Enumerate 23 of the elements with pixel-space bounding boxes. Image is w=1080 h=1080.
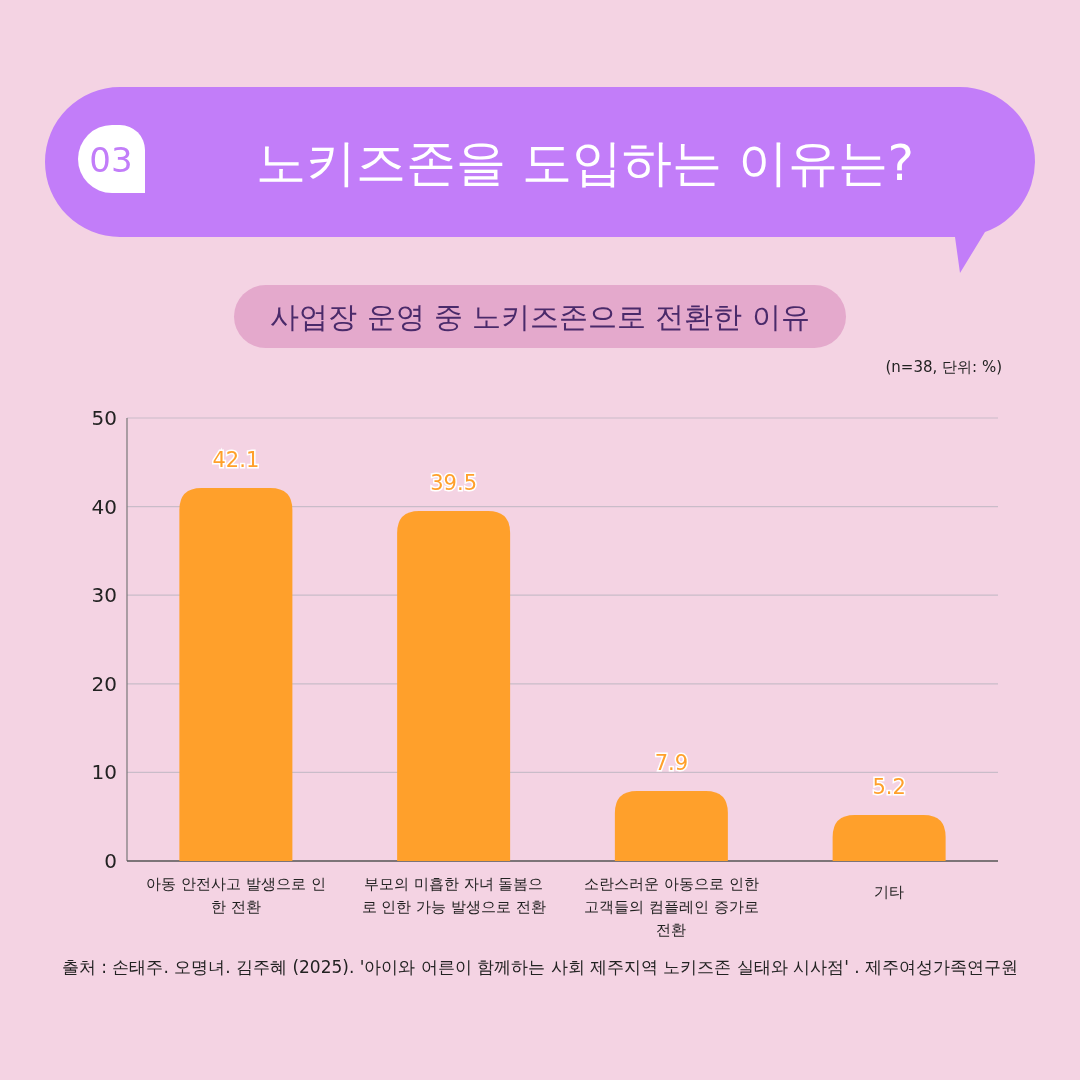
bar <box>832 814 946 861</box>
x-tick-label: 부모의 미흡한 자녀 돌봄으로 인한 가능 발생으로 전환 <box>361 875 546 916</box>
y-tick-label: 10 <box>91 760 117 785</box>
text: 03 <box>89 140 133 180</box>
y-tick-label: 30 <box>91 583 117 608</box>
source-note: 출처 : 손태주. 오명녀. 김주혜 (2025). '아이와 어른이 함께하는 사회 제주지역 노키즈존 실태와 시사점' . 제주여성가족연구원 <box>61 957 1019 977</box>
y-tick-label: 0 <box>104 849 117 873</box>
chart-subtitle: 사업장 운영 중 노키즈존으로 전환한 이유 <box>270 300 810 334</box>
data-label: 7.9 <box>654 751 689 776</box>
data-label: 42.1 <box>212 447 260 472</box>
bar <box>179 487 293 861</box>
data-label: 39.5 <box>430 471 478 496</box>
y-tick-label: 50 <box>91 406 117 430</box>
bar <box>397 511 511 861</box>
y-tick-label: 20 <box>91 671 117 696</box>
x-tick-label: 소란스러운 아동으로 인한 고객들의 컴플레인 증가로 전환 <box>584 875 759 939</box>
y-tick-label: 40 <box>91 494 117 519</box>
x-tick-label: 아동 안전사고 발생으로 인한 전환 <box>146 875 326 916</box>
x-tick-label: 기타 <box>874 883 905 901</box>
chart-title: 노키즈존을 도입하는 이유는? <box>255 134 915 192</box>
bar <box>614 791 728 861</box>
data-label: 5.2 <box>872 774 906 799</box>
text: (n=38, 단위: %) <box>885 358 1002 376</box>
